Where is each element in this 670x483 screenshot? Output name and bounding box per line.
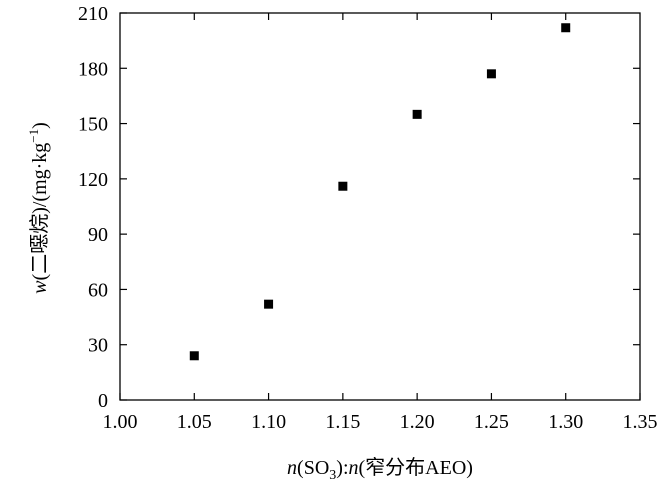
x-tick-label: 1.25 [474, 411, 509, 433]
data-point [486, 69, 496, 79]
x-axis-title-var: n [287, 457, 297, 479]
x-axis-title-open: (SO [297, 457, 329, 479]
x-axis-title: n(SO3):n(窄分布AEO) [287, 456, 473, 483]
y-tick-label: 180 [78, 58, 108, 80]
x-tick-label: 1.10 [251, 411, 286, 433]
y-axis-title-sup: −1 [26, 129, 41, 143]
y-axis: 0 30 60 90 120 150 180 210 [78, 3, 640, 412]
x-axis-title-sub: 3 [329, 468, 336, 483]
x-tick-label: 1.20 [400, 411, 435, 433]
y-tick-label: 90 [88, 224, 108, 246]
plot-frame [119, 12, 641, 401]
data-points [189, 23, 571, 361]
x-axis-title-rest: (窄分布AEO) [359, 456, 473, 479]
x-tick-label: 1.35 [623, 411, 658, 433]
y-axis-title: w(二噁烷)/(mg·kg−1) [26, 122, 51, 294]
x-tick-label: 1.15 [325, 411, 360, 433]
y-axis-title-rest: (二噁烷)/(mg·kg [28, 143, 51, 281]
x-axis-title-mid: ): [336, 457, 348, 479]
x-axis-title-var2: n [349, 457, 359, 479]
data-point [338, 181, 348, 191]
y-tick-label: 150 [78, 114, 108, 136]
y-tick-label: 120 [78, 169, 108, 191]
data-point [561, 23, 571, 33]
y-tick-label: 0 [98, 390, 108, 412]
y-tick-label: 60 [88, 279, 108, 301]
data-point [264, 299, 274, 309]
data-point [189, 351, 199, 361]
y-tick-label: 210 [78, 3, 108, 25]
x-tick-label: 1.05 [177, 411, 212, 433]
data-point [412, 109, 422, 119]
y-axis-title-close: ) [29, 122, 51, 129]
x-tick-label: 1.30 [548, 411, 583, 433]
x-axis: 1.00 1.05 1.10 1.15 1.20 1.25 1.30 1.35 [103, 13, 658, 433]
y-tick-label: 30 [88, 335, 108, 357]
x-tick-label: 1.00 [103, 411, 138, 433]
y-axis-title-var: w [29, 280, 51, 294]
